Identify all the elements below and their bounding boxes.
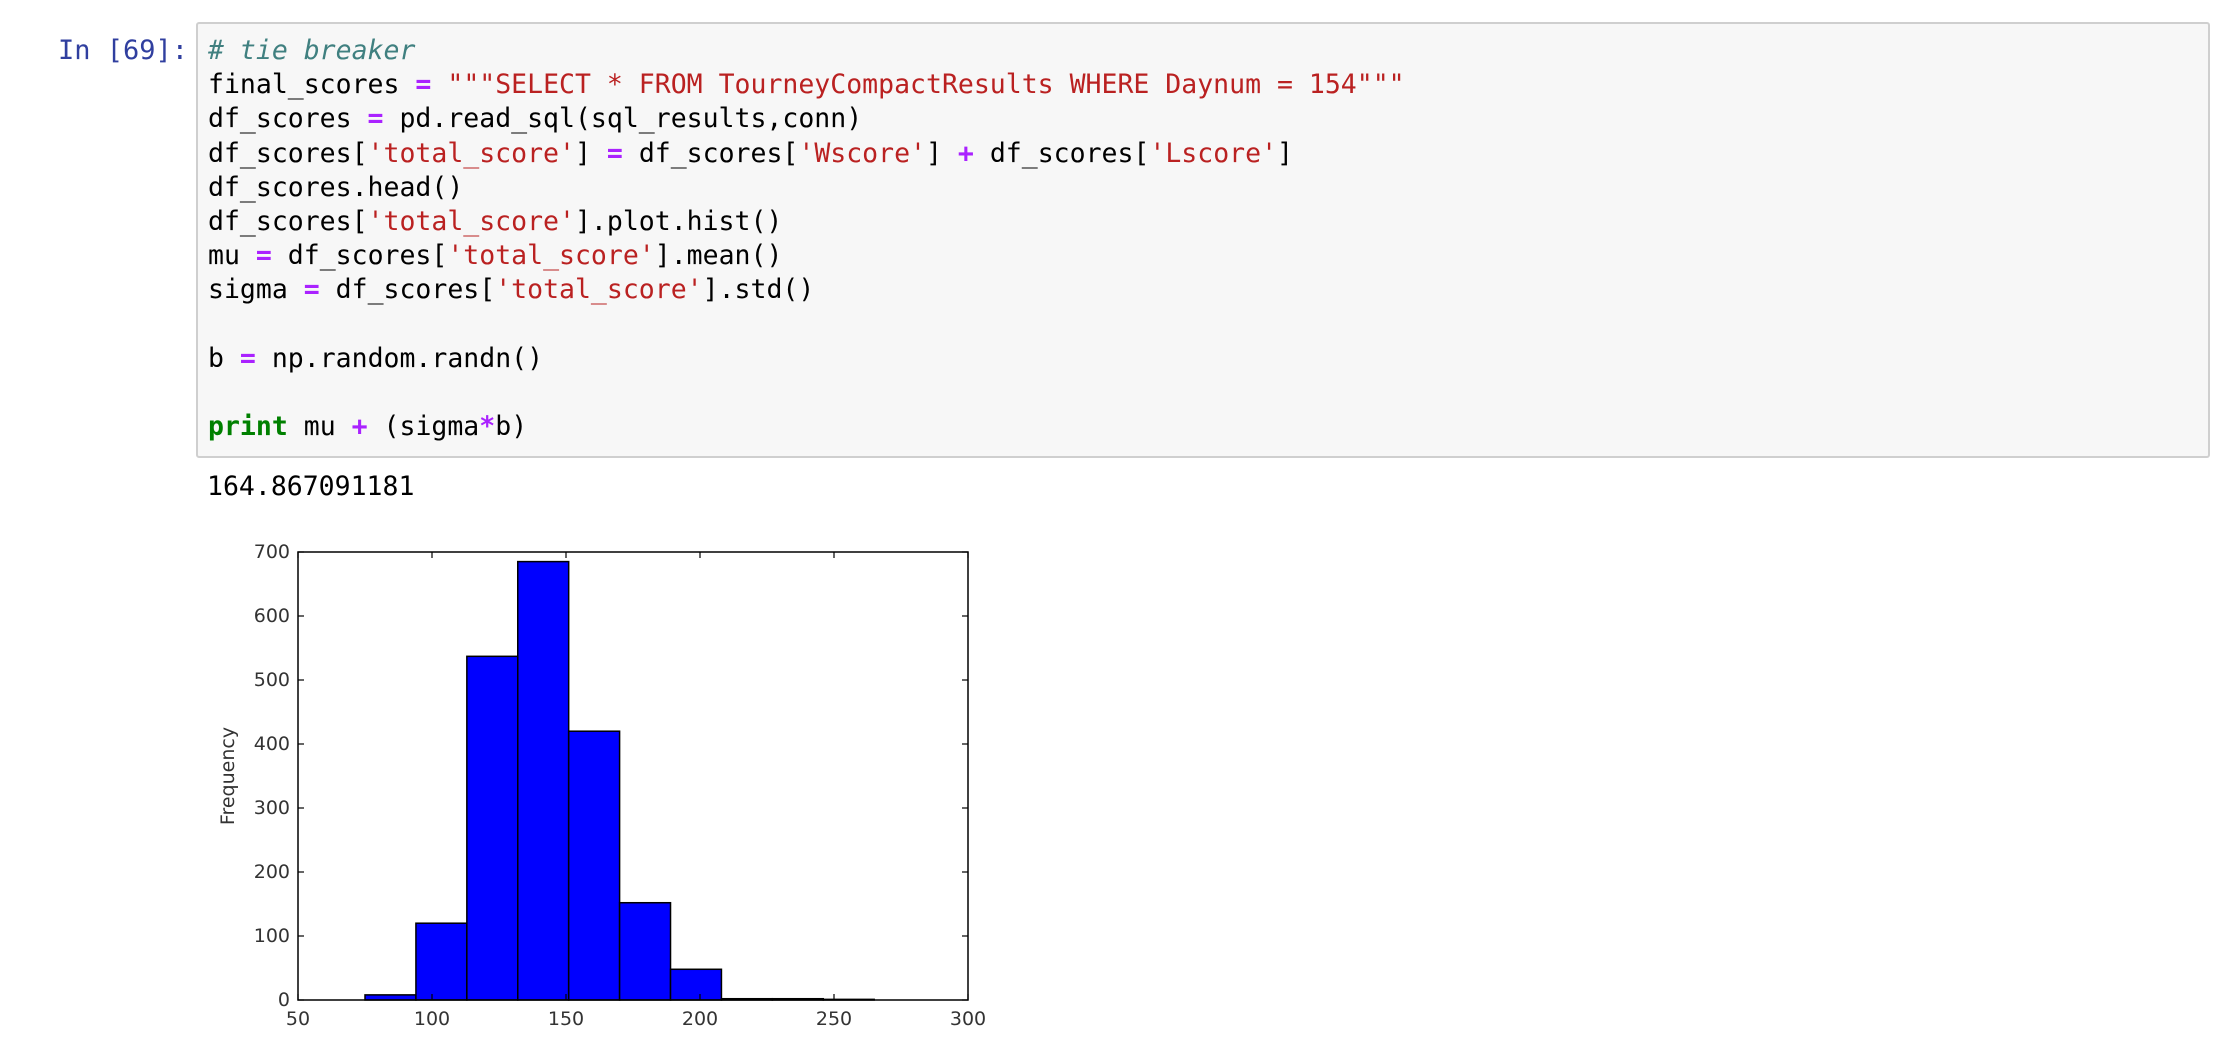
code-line [208,376,1405,410]
code-token: print [208,411,288,443]
code-token: """SELECT * FROM TourneyCompactResults W… [447,69,1405,101]
code-token: = [239,342,256,374]
code-token: final_scores [208,69,416,101]
code-line: print mu + (sigma*b) [208,410,1405,444]
code-token: = [415,69,432,101]
x-tick-label: 300 [950,1008,986,1030]
code-token: 'total_score' [367,205,575,237]
code-token: df_scores[ [271,240,448,272]
code-line: df_scores = pd.read_sql(sql_results,conn… [208,102,1405,136]
code-line: df_scores.head() [208,171,1405,205]
code-token: df_scores[ [319,274,496,306]
code-token: ].plot.hist() [574,205,783,237]
code-token: 'Wscore' [798,137,926,169]
code-editor[interactable]: # tie breaker final_scores = """SELECT * … [208,34,1405,444]
code-token: df_scores[ [208,205,368,237]
code-line: b = np.random.randn() [208,342,1405,376]
histogram-bar [517,560,570,1001]
code-token: 'Lscore' [1149,137,1278,169]
histogram-bar [415,922,468,1001]
code-token: ].std() [702,274,815,306]
y-tick-label: 600 [254,605,290,627]
code-token: + [351,411,368,443]
y-tick-label: 100 [254,925,290,947]
y-tick-label: 300 [254,797,290,819]
code-token: df_scores [208,103,368,135]
code-token: df_scores[ [208,137,368,169]
code-line: df_scores['total_score'] = df_scores['Ws… [208,137,1405,171]
code-token: b) [495,411,528,443]
code-token: = [367,103,384,135]
code-token: = [303,274,320,306]
code-token: mu [287,411,352,443]
code-token: ] [926,137,958,169]
code-token: 'total_score' [495,274,703,306]
y-axis-label: Frequency [217,727,239,825]
code-cell-input[interactable]: # tie breaker final_scores = """SELECT * … [196,22,2210,458]
code-token: ] [1277,137,1293,169]
code-token: df_scores[ [973,137,1150,169]
x-tick-label: 250 [816,1008,852,1030]
code-token: sigma [208,274,304,306]
code-line: final_scores = """SELECT * FROM TourneyC… [208,68,1405,102]
histogram-bar [567,730,621,1001]
code-line [208,308,1405,342]
cell-prompt: In [69]: [57,35,188,66]
code-token: 'total_score' [447,240,655,272]
code-token: * [479,411,496,443]
code-line: df_scores['total_score'].plot.hist() [208,205,1405,239]
code-token: 'total_score' [367,137,575,169]
y-tick-label: 700 [254,541,290,563]
code-token: df_scores.head() [208,171,464,203]
code-token: + [957,137,974,169]
code-line: mu = df_scores['total_score'].mean() [208,239,1405,273]
y-tick-label: 200 [254,861,290,883]
code-token: ] [574,137,607,169]
code-token: = [255,240,272,272]
histogram-bar [364,994,417,1001]
code-token: df_scores[ [622,137,799,169]
x-tick-label: 100 [414,1008,450,1030]
histogram-bar [669,968,723,1001]
histogram-bar [466,655,519,1001]
y-tick-label: 0 [278,989,290,1011]
histogram-plot: 50 100 150 200 250 300 0 100 200 300 400 500 600 700 F… [217,541,986,1030]
code-token: mu [208,240,256,272]
y-tick-label: 400 [254,733,290,755]
plot-frame [297,551,969,1001]
code-token: np.random.randn() [255,342,544,374]
code-token: b [208,342,240,374]
x-tick-label: 200 [682,1008,718,1030]
code-token: # tie breaker [208,35,416,66]
code-token [431,69,447,100]
code-token: pd.read_sql(sql_results,conn) [383,103,863,135]
histogram-bar [618,901,672,1001]
cell-output-text: 164.867091181 [207,471,415,502]
x-tick-label: 150 [548,1008,584,1030]
y-tick-label: 500 [254,669,290,691]
code-token: (sigma [367,411,480,443]
code-token: ].mean() [654,240,783,272]
code-token: = [606,137,623,169]
code-line: # tie breaker [208,34,1405,68]
code-line: sigma = df_scores['total_score'].std() [208,273,1405,307]
x-tick-label: 50 [286,1008,310,1030]
